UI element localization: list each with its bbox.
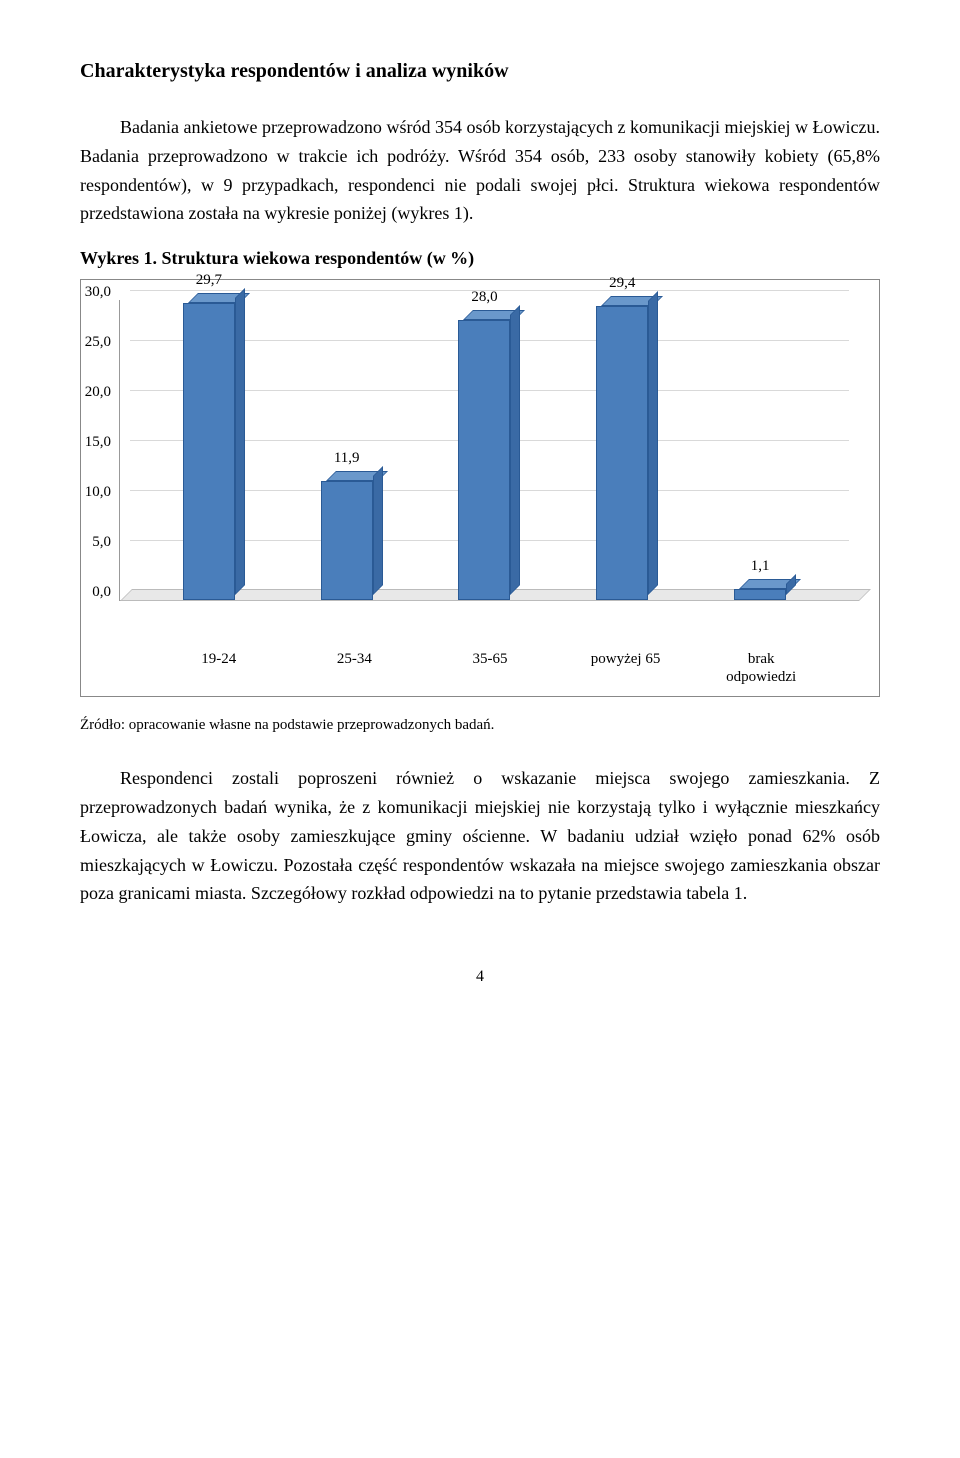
- bar-value-label: 1,1: [751, 558, 770, 575]
- bar-slot: 29,7: [164, 300, 254, 600]
- bar: [321, 481, 373, 600]
- paragraph-1: Badania ankietowe przeprowadzono wśród 3…: [80, 113, 880, 228]
- bar-value-label: 29,4: [609, 275, 635, 292]
- bar-slot: 1,1: [715, 300, 805, 600]
- x-axis-label: 25-34: [309, 650, 399, 686]
- page-heading: Charakterystyka respondentów i analiza w…: [80, 60, 880, 83]
- y-axis: 30,0 25,0 20,0 15,0 10,0 5,0 0,0: [111, 300, 119, 600]
- chart-title-text: Wykres 1. Struktura wiekowa respondentów…: [80, 248, 474, 268]
- bar: [183, 303, 235, 600]
- bar-value-label: 28,0: [471, 289, 497, 306]
- chart-source-note: Źródło: opracowanie własne na podstawie …: [80, 717, 880, 734]
- chart-container: 30,0 25,0 20,0 15,0 10,0 5,0 0,0 29,7 11,…: [80, 279, 880, 697]
- page-number: 4: [80, 968, 880, 986]
- bar-slot: 28,0: [439, 300, 529, 600]
- x-axis-label: 19-24: [174, 650, 264, 686]
- paragraph-2: Respondenci zostali poproszeni również o…: [80, 764, 880, 908]
- bar-slot: 11,9: [302, 300, 392, 600]
- x-axis-label: 35-65: [445, 650, 535, 686]
- bar-slot: 29,4: [577, 300, 667, 600]
- chart-title: Wykres 1. Struktura wiekowa respondentów…: [80, 248, 880, 269]
- bar: [734, 589, 786, 600]
- chart-bars: 29,7 11,9 28,0 29,4 1,1: [120, 300, 849, 600]
- bar: [596, 306, 648, 600]
- x-axis-label: powyżej 65: [581, 650, 671, 686]
- x-axis-label: brak odpowiedzi: [716, 650, 806, 686]
- x-axis-labels: 19-24 25-34 35-65 powyżej 65 brak odpowiedzi: [111, 640, 849, 686]
- chart-area: 30,0 25,0 20,0 15,0 10,0 5,0 0,0 29,7 11,…: [111, 300, 849, 640]
- bar-value-label: 11,9: [334, 450, 360, 467]
- bar-value-label: 29,7: [196, 272, 222, 289]
- bar: [458, 320, 510, 600]
- chart-plot: 29,7 11,9 28,0 29,4 1,1: [119, 300, 849, 601]
